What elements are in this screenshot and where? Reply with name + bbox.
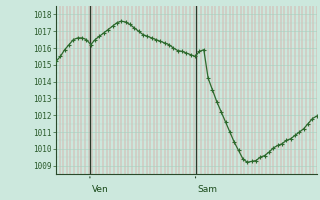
Text: Ven: Ven [92,185,108,194]
Text: Sam: Sam [197,185,217,194]
